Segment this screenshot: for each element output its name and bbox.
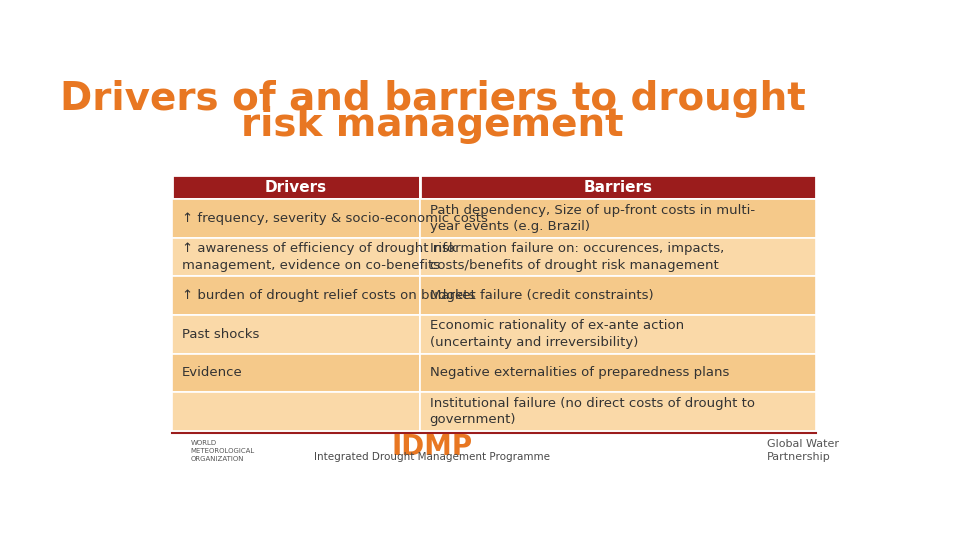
FancyBboxPatch shape	[172, 315, 420, 354]
FancyBboxPatch shape	[420, 276, 816, 315]
Text: IDMP: IDMP	[392, 433, 473, 461]
FancyBboxPatch shape	[420, 175, 816, 199]
Text: Drivers: Drivers	[265, 179, 327, 194]
FancyBboxPatch shape	[172, 199, 420, 238]
Text: Information failure on: occurences, impacts,
costs/benefits of drought risk mana: Information failure on: occurences, impa…	[429, 242, 724, 272]
Text: Path dependency, Size of up-front costs in multi-
year events (e.g. Brazil): Path dependency, Size of up-front costs …	[429, 204, 755, 233]
Text: Evidence: Evidence	[181, 366, 243, 379]
FancyBboxPatch shape	[172, 392, 420, 431]
Text: Integrated Drought Management Programme: Integrated Drought Management Programme	[315, 452, 550, 462]
Text: risk management: risk management	[241, 106, 624, 144]
Text: ↑ awareness of efficiency of drought risk
management, evidence on co-benefits: ↑ awareness of efficiency of drought ris…	[181, 242, 456, 272]
Text: Institutional failure (no direct costs of drought to
government): Institutional failure (no direct costs o…	[429, 397, 755, 426]
Text: Negative externalities of preparedness plans: Negative externalities of preparedness p…	[429, 366, 729, 379]
FancyBboxPatch shape	[420, 199, 816, 238]
Text: WORLD
METEOROLOGICAL
ORGANIZATION: WORLD METEOROLOGICAL ORGANIZATION	[191, 440, 255, 462]
Text: ↑ burden of drought relief costs on budgets: ↑ burden of drought relief costs on budg…	[181, 289, 475, 302]
FancyBboxPatch shape	[420, 238, 816, 276]
Text: Market failure (credit constraints): Market failure (credit constraints)	[429, 289, 653, 302]
Text: ↑ frequency, severity & socio-economic costs: ↑ frequency, severity & socio-economic c…	[181, 212, 488, 225]
FancyBboxPatch shape	[172, 276, 420, 315]
FancyBboxPatch shape	[420, 315, 816, 354]
Text: Economic rationality of ex-ante action
(uncertainty and irreversibility): Economic rationality of ex-ante action (…	[429, 320, 684, 349]
FancyBboxPatch shape	[172, 175, 420, 199]
FancyBboxPatch shape	[172, 238, 420, 276]
FancyBboxPatch shape	[172, 354, 420, 392]
Text: Barriers: Barriers	[584, 179, 652, 194]
Text: Past shocks: Past shocks	[181, 328, 259, 341]
Text: Global Water
Partnership: Global Water Partnership	[767, 439, 839, 462]
FancyBboxPatch shape	[420, 354, 816, 392]
FancyBboxPatch shape	[420, 392, 816, 431]
Text: Drivers of and barriers to drought: Drivers of and barriers to drought	[60, 80, 805, 118]
